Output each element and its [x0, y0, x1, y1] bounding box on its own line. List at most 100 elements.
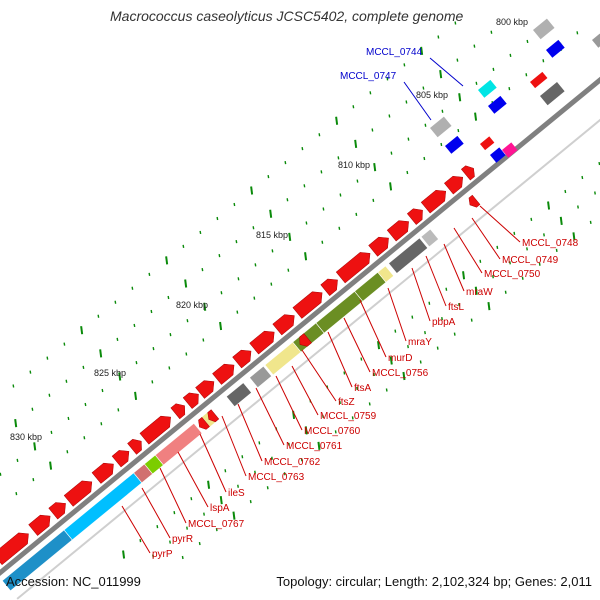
- cds-arrow: [335, 252, 371, 284]
- callout-line: [453, 227, 483, 274]
- tick-mark: [100, 422, 103, 426]
- tick-mark: [15, 491, 18, 496]
- callout-line: [255, 387, 285, 446]
- tick-mark: [509, 261, 511, 265]
- tick-mark: [389, 356, 393, 365]
- gene-label: MCCL_0750: [484, 269, 541, 280]
- tick-mark: [303, 184, 306, 188]
- tick-mark: [354, 139, 358, 149]
- tick-mark: [48, 393, 51, 397]
- tick-mark: [12, 384, 15, 388]
- tick-mark: [284, 161, 287, 165]
- gene-label: pbpA: [432, 317, 456, 328]
- callout-line: [221, 415, 247, 477]
- feature-band-salmon: [154, 422, 203, 466]
- tick-mark: [63, 342, 66, 346]
- tick-mark: [462, 271, 466, 280]
- callout-line: [301, 349, 337, 402]
- tick-mark: [360, 357, 363, 361]
- tick-mark: [420, 46, 424, 56]
- tick-mark: [116, 337, 119, 342]
- gene-label: pyrR: [172, 534, 193, 545]
- tick-mark: [526, 39, 529, 44]
- outer-block-gray: [430, 116, 452, 138]
- tick-mark: [134, 391, 138, 400]
- tick-mark: [424, 123, 427, 127]
- cds-arrow: [461, 165, 475, 181]
- gene-label: ftsZ: [338, 397, 355, 408]
- callout-line: [425, 255, 447, 307]
- tick-mark: [422, 86, 425, 90]
- tick-mark: [258, 441, 261, 445]
- cds-arrow: [111, 450, 130, 468]
- tick-mark: [219, 496, 223, 505]
- callout-line: [387, 287, 407, 342]
- callout-line: [275, 375, 303, 431]
- tick-mark: [487, 302, 491, 311]
- tick-mark: [508, 87, 511, 91]
- tick-mark: [224, 469, 227, 473]
- tick-mark: [547, 201, 551, 210]
- tick-mark: [184, 279, 188, 288]
- tick-mark: [49, 461, 53, 470]
- tick-mark: [351, 416, 354, 420]
- cds-arrow: [368, 236, 389, 257]
- tick-mark: [564, 189, 567, 194]
- tick-mark: [216, 216, 219, 221]
- cds-arrow: [139, 415, 171, 445]
- tick-mark: [456, 58, 459, 62]
- callout-line: [121, 505, 151, 554]
- tick-mark: [334, 430, 337, 434]
- map-title: Macrococcus caseolyticus JCSC5402, compl…: [110, 8, 464, 24]
- tick-mark: [542, 59, 545, 63]
- tick-mark: [186, 319, 189, 323]
- tick-mark: [458, 93, 462, 102]
- tick-mark: [385, 388, 388, 392]
- tick-mark: [453, 332, 456, 336]
- tick-mark: [526, 247, 528, 251]
- tick-mark: [286, 198, 289, 202]
- tick-mark: [67, 416, 70, 421]
- tick-mark: [377, 340, 381, 350]
- tick-mark: [407, 137, 410, 141]
- tick-mark: [504, 290, 507, 294]
- tick-mark: [150, 309, 153, 314]
- tick-mark: [215, 527, 218, 532]
- tick-mark: [156, 525, 159, 529]
- tick-mark: [254, 263, 257, 267]
- tick-mark: [185, 352, 188, 356]
- tick-mark: [253, 296, 256, 300]
- feature-band-olive: [315, 290, 364, 334]
- callout-line: [177, 451, 209, 508]
- tick-mark: [301, 147, 304, 151]
- callout-line: [429, 57, 464, 87]
- cds-arrow: [182, 392, 199, 409]
- tick-mark: [271, 456, 273, 460]
- tick-mark: [220, 291, 223, 295]
- tick-mark: [97, 314, 100, 318]
- tick-mark: [390, 151, 393, 155]
- tick-mark: [407, 344, 409, 349]
- tick-mark: [65, 379, 68, 383]
- scale-labels: 800 kbp 805 kbp 810 kbp 815 kbp 820 kbp 825 k…: [10, 17, 528, 442]
- tick-mark: [335, 116, 339, 125]
- tick-mark: [203, 302, 207, 311]
- cds-arrow: [28, 514, 51, 536]
- scale-label: 800 kbp: [496, 17, 528, 27]
- genome-backbone: [0, 76, 600, 600]
- tick-mark: [219, 321, 223, 331]
- tick-mark: [424, 331, 426, 335]
- tick-mark: [474, 112, 478, 121]
- outer-block-cyan: [478, 79, 497, 98]
- tick-mark: [411, 315, 414, 319]
- scale-label: 805 kbp: [416, 90, 448, 100]
- tick-mark: [202, 338, 205, 342]
- cds-arrow: [212, 363, 235, 385]
- cds-arrow: [91, 462, 114, 484]
- tick-mark: [207, 480, 211, 489]
- tick-mark: [305, 221, 308, 225]
- tick-mark: [169, 333, 172, 337]
- tick-mark: [559, 216, 563, 226]
- tick-mark: [304, 426, 308, 435]
